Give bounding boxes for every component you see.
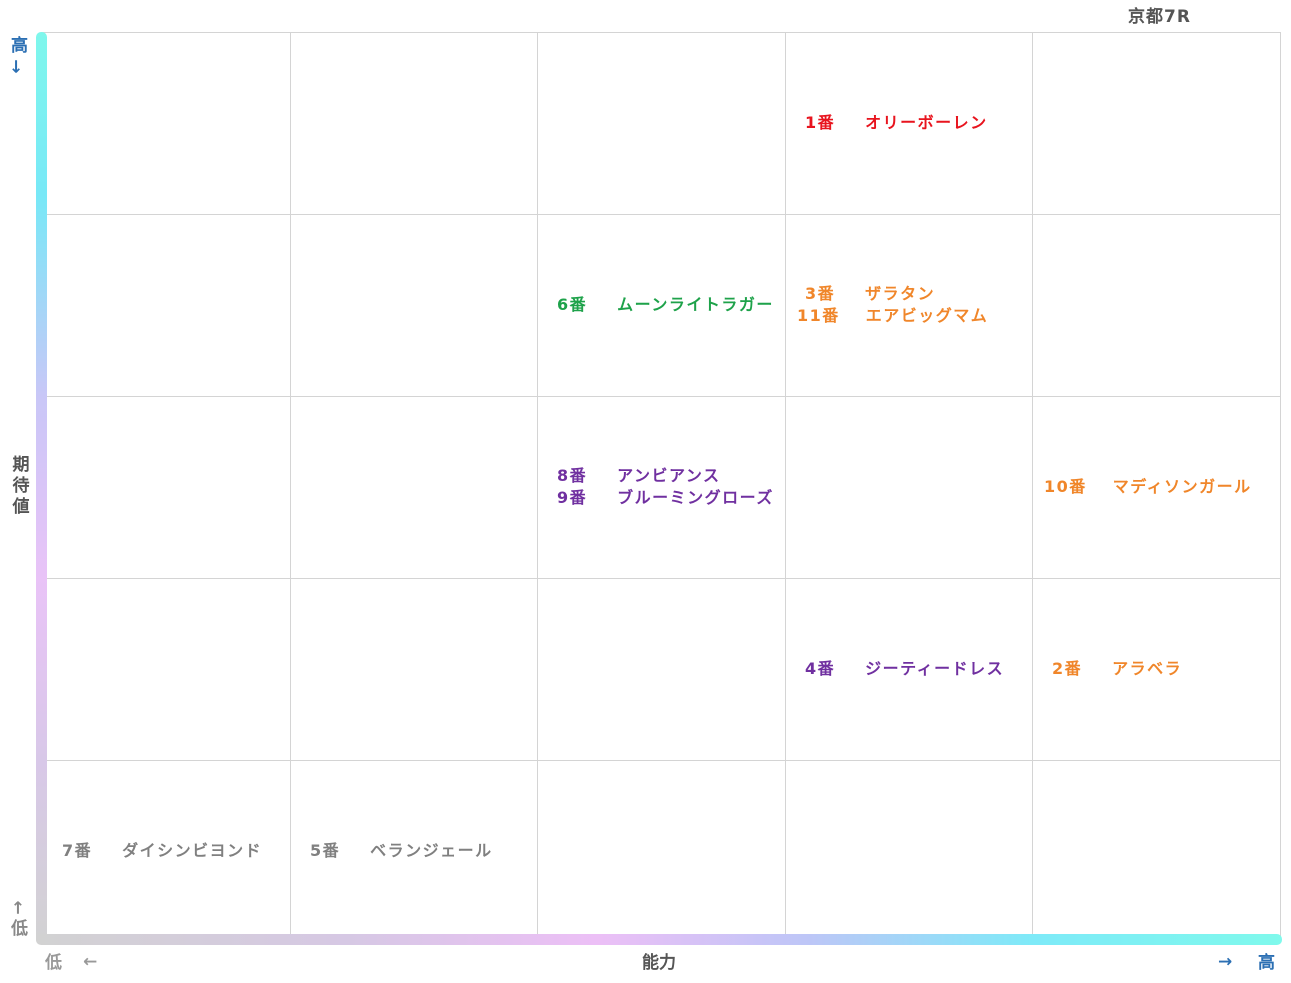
horse-name: ダイシンビヨンド bbox=[122, 841, 263, 860]
horse-name: ザラタン bbox=[865, 284, 936, 303]
horse-label: 3番 ザラタン bbox=[805, 283, 935, 305]
horse-name: ブルーミングローズ bbox=[617, 488, 774, 507]
y-axis-high-label: 高 bbox=[11, 36, 28, 56]
horse-name: エアビッグマム bbox=[865, 306, 989, 325]
horse-label: 6番 ムーンライトラガー bbox=[557, 294, 774, 316]
horse-label: 8番 アンビアンス bbox=[557, 465, 721, 487]
chart-title: 京都7R bbox=[1128, 7, 1191, 27]
grid-line-horizontal bbox=[42, 214, 1280, 215]
grid-line-vertical bbox=[1280, 32, 1281, 942]
horse-label: 2番 アラベラ bbox=[1052, 658, 1182, 680]
horse-name: ジーティードレス bbox=[865, 659, 1005, 678]
y-axis-down-arrow-icon: ← bbox=[7, 900, 28, 915]
grid-line-horizontal bbox=[42, 578, 1280, 579]
horse-number: 7番 bbox=[62, 841, 93, 860]
horse-number: 5番 bbox=[310, 841, 341, 860]
horse-number: 10番 bbox=[1044, 477, 1087, 496]
y-axis-title-char: 値 bbox=[12, 497, 30, 517]
y-axis-low-label: 低 bbox=[11, 919, 28, 939]
grid-line-vertical bbox=[785, 32, 786, 942]
horse-name: ムーンライトラガー bbox=[617, 295, 774, 314]
horse-label: 7番 ダイシンビヨンド bbox=[62, 840, 262, 862]
horse-number: 4番 bbox=[805, 659, 836, 678]
horse-label: 10番 マディソンガール bbox=[1044, 476, 1252, 498]
horse-number: 2番 bbox=[1052, 659, 1083, 678]
horse-number: 8番 bbox=[557, 466, 588, 485]
horse-number: 1番 bbox=[805, 113, 836, 132]
grid-line-vertical bbox=[1032, 32, 1033, 942]
horse-name: ベランジェール bbox=[370, 841, 493, 860]
y-axis-title: 期待値 bbox=[11, 455, 31, 518]
horse-number: 6番 bbox=[557, 295, 588, 314]
x-axis-title: 能力 bbox=[642, 953, 676, 973]
grid-line-horizontal bbox=[42, 760, 1280, 761]
horse-label: 11番 エアビッグマム bbox=[797, 305, 988, 327]
x-axis-low-label: 低 bbox=[45, 953, 62, 973]
grid-line-vertical bbox=[537, 32, 538, 942]
horse-number: 11番 bbox=[797, 306, 840, 325]
y-axis-bar bbox=[36, 32, 47, 944]
y-axis-title-char: 期 bbox=[12, 455, 30, 475]
horse-name: アラベラ bbox=[1112, 659, 1183, 678]
horse-label: 9番 ブルーミングローズ bbox=[557, 487, 774, 509]
horse-label: 1番 オリーボーレン bbox=[805, 112, 988, 134]
horse-name: アンビアンス bbox=[617, 466, 721, 485]
y-axis-title-char: 待 bbox=[12, 476, 30, 496]
grid-line-horizontal bbox=[42, 32, 1280, 33]
x-axis-left-arrow-icon: ← bbox=[83, 952, 98, 972]
horse-label: 4番 ジーティードレス bbox=[805, 658, 1004, 680]
horse-number: 9番 bbox=[557, 488, 588, 507]
horse-label: 5番 ベランジェール bbox=[310, 840, 493, 862]
y-axis-up-arrow-icon: ← bbox=[6, 59, 27, 74]
horse-number: 3番 bbox=[805, 284, 836, 303]
x-axis-high-label: 高 bbox=[1258, 953, 1275, 973]
x-axis-right-arrow-icon: → bbox=[1218, 952, 1233, 972]
grid-line-horizontal bbox=[42, 396, 1280, 397]
x-axis-bar bbox=[36, 934, 1282, 945]
horse-name: マディソンガール bbox=[1112, 477, 1252, 496]
grid-line-vertical bbox=[290, 32, 291, 942]
horse-name: オリーボーレン bbox=[865, 113, 988, 132]
